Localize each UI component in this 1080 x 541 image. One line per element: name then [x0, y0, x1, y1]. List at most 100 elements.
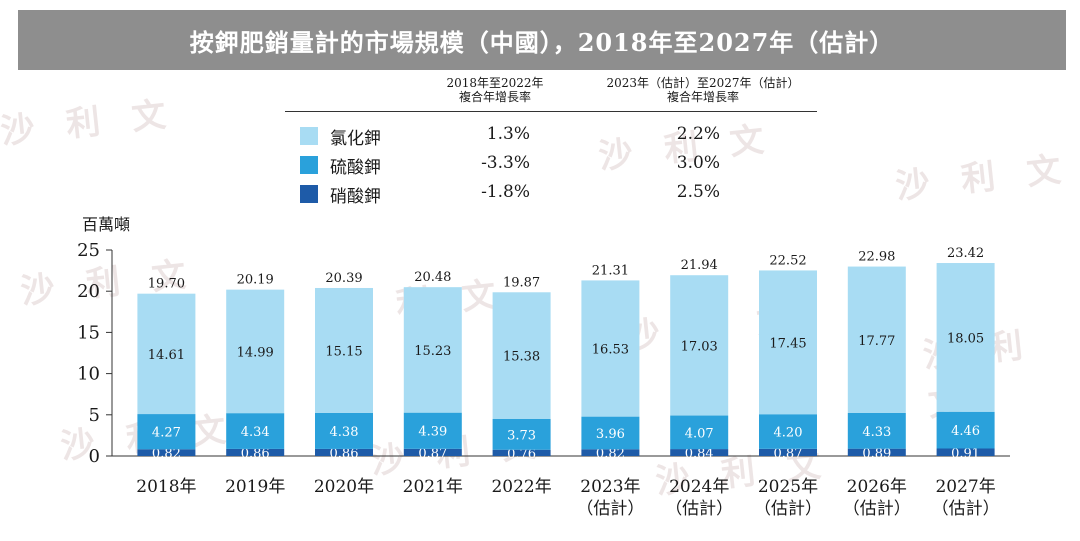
legend-label: 硝酸鉀 — [330, 187, 381, 207]
bar-segment — [403, 412, 462, 449]
bar-segment — [759, 414, 817, 449]
x-tick-label: 2021年 — [403, 477, 463, 497]
bar-segment — [670, 275, 729, 416]
bar-segment — [492, 292, 551, 420]
bar-segment — [759, 270, 817, 415]
x-tick-label: 2020年 — [314, 477, 374, 497]
legend-cagr-2023-2027: 2.2% — [676, 124, 720, 144]
bar-segment — [847, 412, 906, 449]
data-label: 4.27 — [152, 426, 181, 441]
x-tick-label: （估計） — [843, 499, 911, 519]
data-label: 0.86 — [241, 446, 270, 461]
data-label: 4.38 — [330, 425, 359, 440]
data-label: 0.82 — [596, 447, 625, 462]
y-tick-label: 20 — [77, 281, 100, 302]
total-label: 21.94 — [681, 258, 718, 273]
bar-segment — [581, 416, 640, 450]
bar-segment — [670, 449, 729, 456]
bar-segment — [137, 449, 196, 456]
total-label: 20.39 — [325, 271, 362, 286]
legend-cagr-2023-2027: 2.5% — [676, 182, 720, 202]
x-tick-label: （估計） — [754, 499, 822, 519]
data-label: 4.20 — [774, 426, 803, 441]
legend-header-line: 2018年至2022年 — [446, 76, 544, 90]
legend-row-potassium-sulfate: 硫酸鉀 -3.3% 3.0% — [300, 151, 770, 178]
y-axis-unit-label: 百萬噸 — [82, 215, 131, 234]
data-label: 14.99 — [237, 345, 274, 360]
bar-segment — [226, 289, 285, 414]
data-label: 0.91 — [951, 446, 980, 461]
data-label: 15.15 — [325, 344, 362, 359]
bar-segment — [581, 280, 640, 417]
data-label: 15.23 — [414, 344, 451, 359]
y-tick-label: 15 — [77, 322, 100, 343]
legend-row-potassium-chloride: 氯化鉀 1.3% 2.2% — [300, 122, 770, 149]
total-label: 23.42 — [947, 246, 984, 261]
bar-segment — [403, 448, 462, 456]
total-label: 21.31 — [592, 263, 629, 278]
legend-label: 硫酸鉀 — [330, 158, 381, 178]
bar-segment — [226, 413, 285, 449]
data-label: 0.86 — [330, 446, 359, 461]
x-tick-label: （估計） — [932, 499, 1000, 519]
total-label: 20.19 — [237, 273, 274, 288]
data-label: 17.77 — [858, 334, 895, 349]
y-tick-label: 0 — [89, 446, 100, 467]
y-tick-label: 5 — [89, 405, 100, 426]
chart-title: 按鉀肥銷量計的市場規模（中國），2018年至2027年（估計） — [18, 10, 1066, 70]
bar-segment — [581, 449, 640, 456]
data-label: 4.39 — [418, 425, 447, 440]
legend-cagr-2023-2027: 3.0% — [676, 153, 720, 173]
data-label: 0.87 — [774, 446, 803, 461]
bar-segment — [315, 448, 373, 456]
x-tick-label: （估計） — [665, 499, 733, 519]
bar-segment — [492, 449, 551, 456]
legend-label: 氯化鉀 — [330, 129, 381, 149]
legend-cagr-2018-2022: 1.3% — [486, 124, 530, 144]
data-label: 18.05 — [947, 331, 984, 346]
data-label: 0.84 — [685, 447, 714, 462]
legend-cagr-2018-2022: -1.8% — [481, 182, 530, 202]
bar-segment — [315, 412, 373, 449]
data-label: 3.96 — [596, 427, 625, 442]
data-label: 4.33 — [862, 425, 891, 440]
bar-segment — [670, 415, 729, 450]
bar-segment — [847, 266, 906, 413]
data-label: 0.89 — [862, 446, 891, 461]
total-label: 20.48 — [414, 270, 451, 285]
total-label: 22.98 — [858, 250, 895, 265]
x-tick-label: 2026年 — [847, 477, 907, 497]
bar-segment — [759, 448, 817, 456]
bar-segment — [226, 448, 285, 456]
bar-segment — [847, 448, 906, 456]
data-label: 16.53 — [592, 343, 629, 358]
data-label: 3.73 — [507, 428, 536, 443]
x-tick-label: 2022年 — [491, 477, 551, 497]
x-tick-label: （估計） — [576, 499, 644, 519]
bar-segment — [492, 419, 551, 450]
x-tick-label: 2027年 — [935, 477, 995, 497]
bar-segment — [936, 263, 995, 412]
legend-header-cagr-2023-2027: 2023年（估計）至2027年（估計） 複合年增長率 — [578, 76, 828, 104]
legend-row-potassium-nitrate: 硝酸鉀 -1.8% 2.5% — [300, 180, 770, 207]
legend-divider — [285, 111, 817, 112]
x-tick-label: 2018年 — [136, 477, 196, 497]
x-tick-label: 2024年 — [669, 477, 729, 497]
legend-swatch — [300, 127, 318, 145]
x-tick-label: 2023年 — [580, 477, 640, 497]
legend-swatch — [300, 185, 318, 203]
legend-header-line: 複合年增長率 — [666, 90, 739, 104]
bar-segment — [936, 411, 995, 449]
x-tick-label: 2019年 — [225, 477, 285, 497]
bar-segment — [137, 293, 196, 415]
data-label: 0.76 — [507, 447, 536, 462]
data-label: 4.07 — [685, 426, 714, 441]
legend-swatch — [300, 156, 318, 174]
legend-header-line: 2023年（估計）至2027年（估計） — [606, 76, 800, 90]
data-label: 4.34 — [241, 425, 270, 440]
data-label: 17.45 — [769, 336, 806, 351]
legend-cagr-2018-2022: -3.3% — [481, 153, 530, 173]
data-label: 0.87 — [418, 446, 447, 461]
data-label: 15.38 — [503, 350, 540, 365]
